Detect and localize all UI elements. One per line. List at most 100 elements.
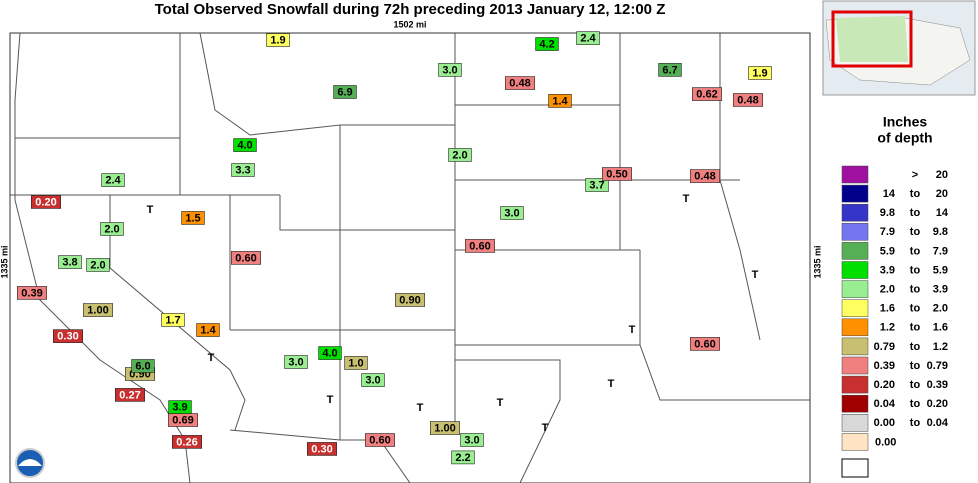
station-value: 0.60 [369,434,390,446]
station-value: 1.4 [200,324,216,336]
station-value: 0.20 [35,196,56,208]
station-box [464,239,495,253]
station-value: 0.48 [694,171,715,183]
station-box [601,167,632,181]
station-value: 0.60 [694,338,715,350]
legend-sep: to [910,417,921,429]
station-box [748,66,772,80]
legend-title: of depth [877,130,932,146]
legend-high: 0.04 [927,417,949,429]
station-box [231,251,262,265]
station-value: 1.9 [270,34,285,46]
legend-high: 20 [936,169,948,181]
legend-high: 5.9 [933,264,948,276]
scale-top: 1502 mi [393,19,426,29]
station-value: 0.62 [696,88,717,100]
station-box [576,31,600,45]
station-box [131,359,155,373]
noaa-logo [15,448,45,478]
legend-low: 0.79 [874,341,895,353]
station-value: 0.30 [57,331,78,343]
station-trace: T [629,324,636,336]
station-value: 0.30 [311,443,332,455]
station-box [306,442,337,456]
station-box [361,373,385,387]
station-box [691,87,722,101]
legend-sep: to [910,245,921,257]
station-trace: T [327,394,334,406]
state-borders [10,32,810,483]
legend-sep: to [910,284,921,296]
station-value: 3.3 [235,164,250,176]
legend-swatch [841,261,869,279]
station-value: 1.00 [87,304,108,316]
legend-low: 1.2 [880,322,895,334]
legend-sep: to [910,341,921,353]
legend-high: 7.9 [933,245,948,257]
stations: 4.2 2.4 6.7 0.48 1.4 3.70.50 0.48 0.48 0.62 1.9 3.… [16,31,772,465]
station-value: 3.0 [365,374,380,386]
station-trace: T [497,397,504,409]
legend-low: 0.39 [874,360,895,372]
legend-swatch [841,299,869,317]
station-value: 6.9 [337,86,352,98]
station-value: 1.0 [348,357,363,369]
legend-high: 3.9 [933,284,948,296]
station-value: 3.8 [62,257,77,269]
station-box [196,323,220,337]
station-box [115,388,146,402]
station-trace: T [683,193,690,205]
inset-map [822,0,976,96]
station-box [460,433,484,447]
station-value: 2.4 [580,33,596,45]
station-value: 3.9 [172,402,187,414]
legend-sep: to [910,188,921,200]
station-box [344,356,368,370]
station-box [364,433,395,447]
legend-swatch [841,433,869,451]
legend-high: 1.2 [933,341,948,353]
station-box [58,255,82,269]
station-box [100,222,124,236]
scale-right: 1335 mi [812,245,822,278]
legend-swatch [841,318,869,337]
station-box [500,206,524,220]
station-value: 0.48 [737,94,758,106]
station-value: 0.50 [606,168,627,180]
station-value: 0.69 [172,414,193,426]
legend-swatch [841,414,869,432]
legend-low: 1.6 [880,303,895,315]
station-box [429,421,460,435]
legend-swatch [841,394,869,413]
legend-high: 0.39 [927,379,948,391]
legend-swatch [841,165,869,184]
legend-title: Inches [883,114,928,130]
station-box [438,63,462,77]
station-box [689,337,720,351]
legend-sep: to [910,322,921,334]
station-box [168,400,192,414]
station-value: 3.0 [464,434,479,446]
legend-high: 0.20 [927,398,948,410]
station-box [394,293,425,307]
legend-sep: > [912,169,918,181]
station-box [52,329,83,343]
station-trace: T [608,378,615,390]
legend-low: 3.9 [880,264,895,276]
station-value: 3.0 [288,356,303,368]
station-value: 6.7 [662,64,677,76]
station-box [181,211,205,225]
station-value: 0.26 [176,436,197,448]
legend-sep: to [910,398,921,410]
station-box [172,435,203,449]
station-value: 3.0 [442,64,457,76]
station-box [333,85,357,99]
station-box [30,195,61,209]
station-value: 2.0 [452,149,467,161]
legend-swatch [841,356,869,375]
legend-low: 7.9 [880,226,895,238]
station-value: 1.5 [185,212,200,224]
map-frame [9,32,811,483]
station-value: 2.0 [90,259,105,271]
station-value: 4.2 [539,38,554,50]
